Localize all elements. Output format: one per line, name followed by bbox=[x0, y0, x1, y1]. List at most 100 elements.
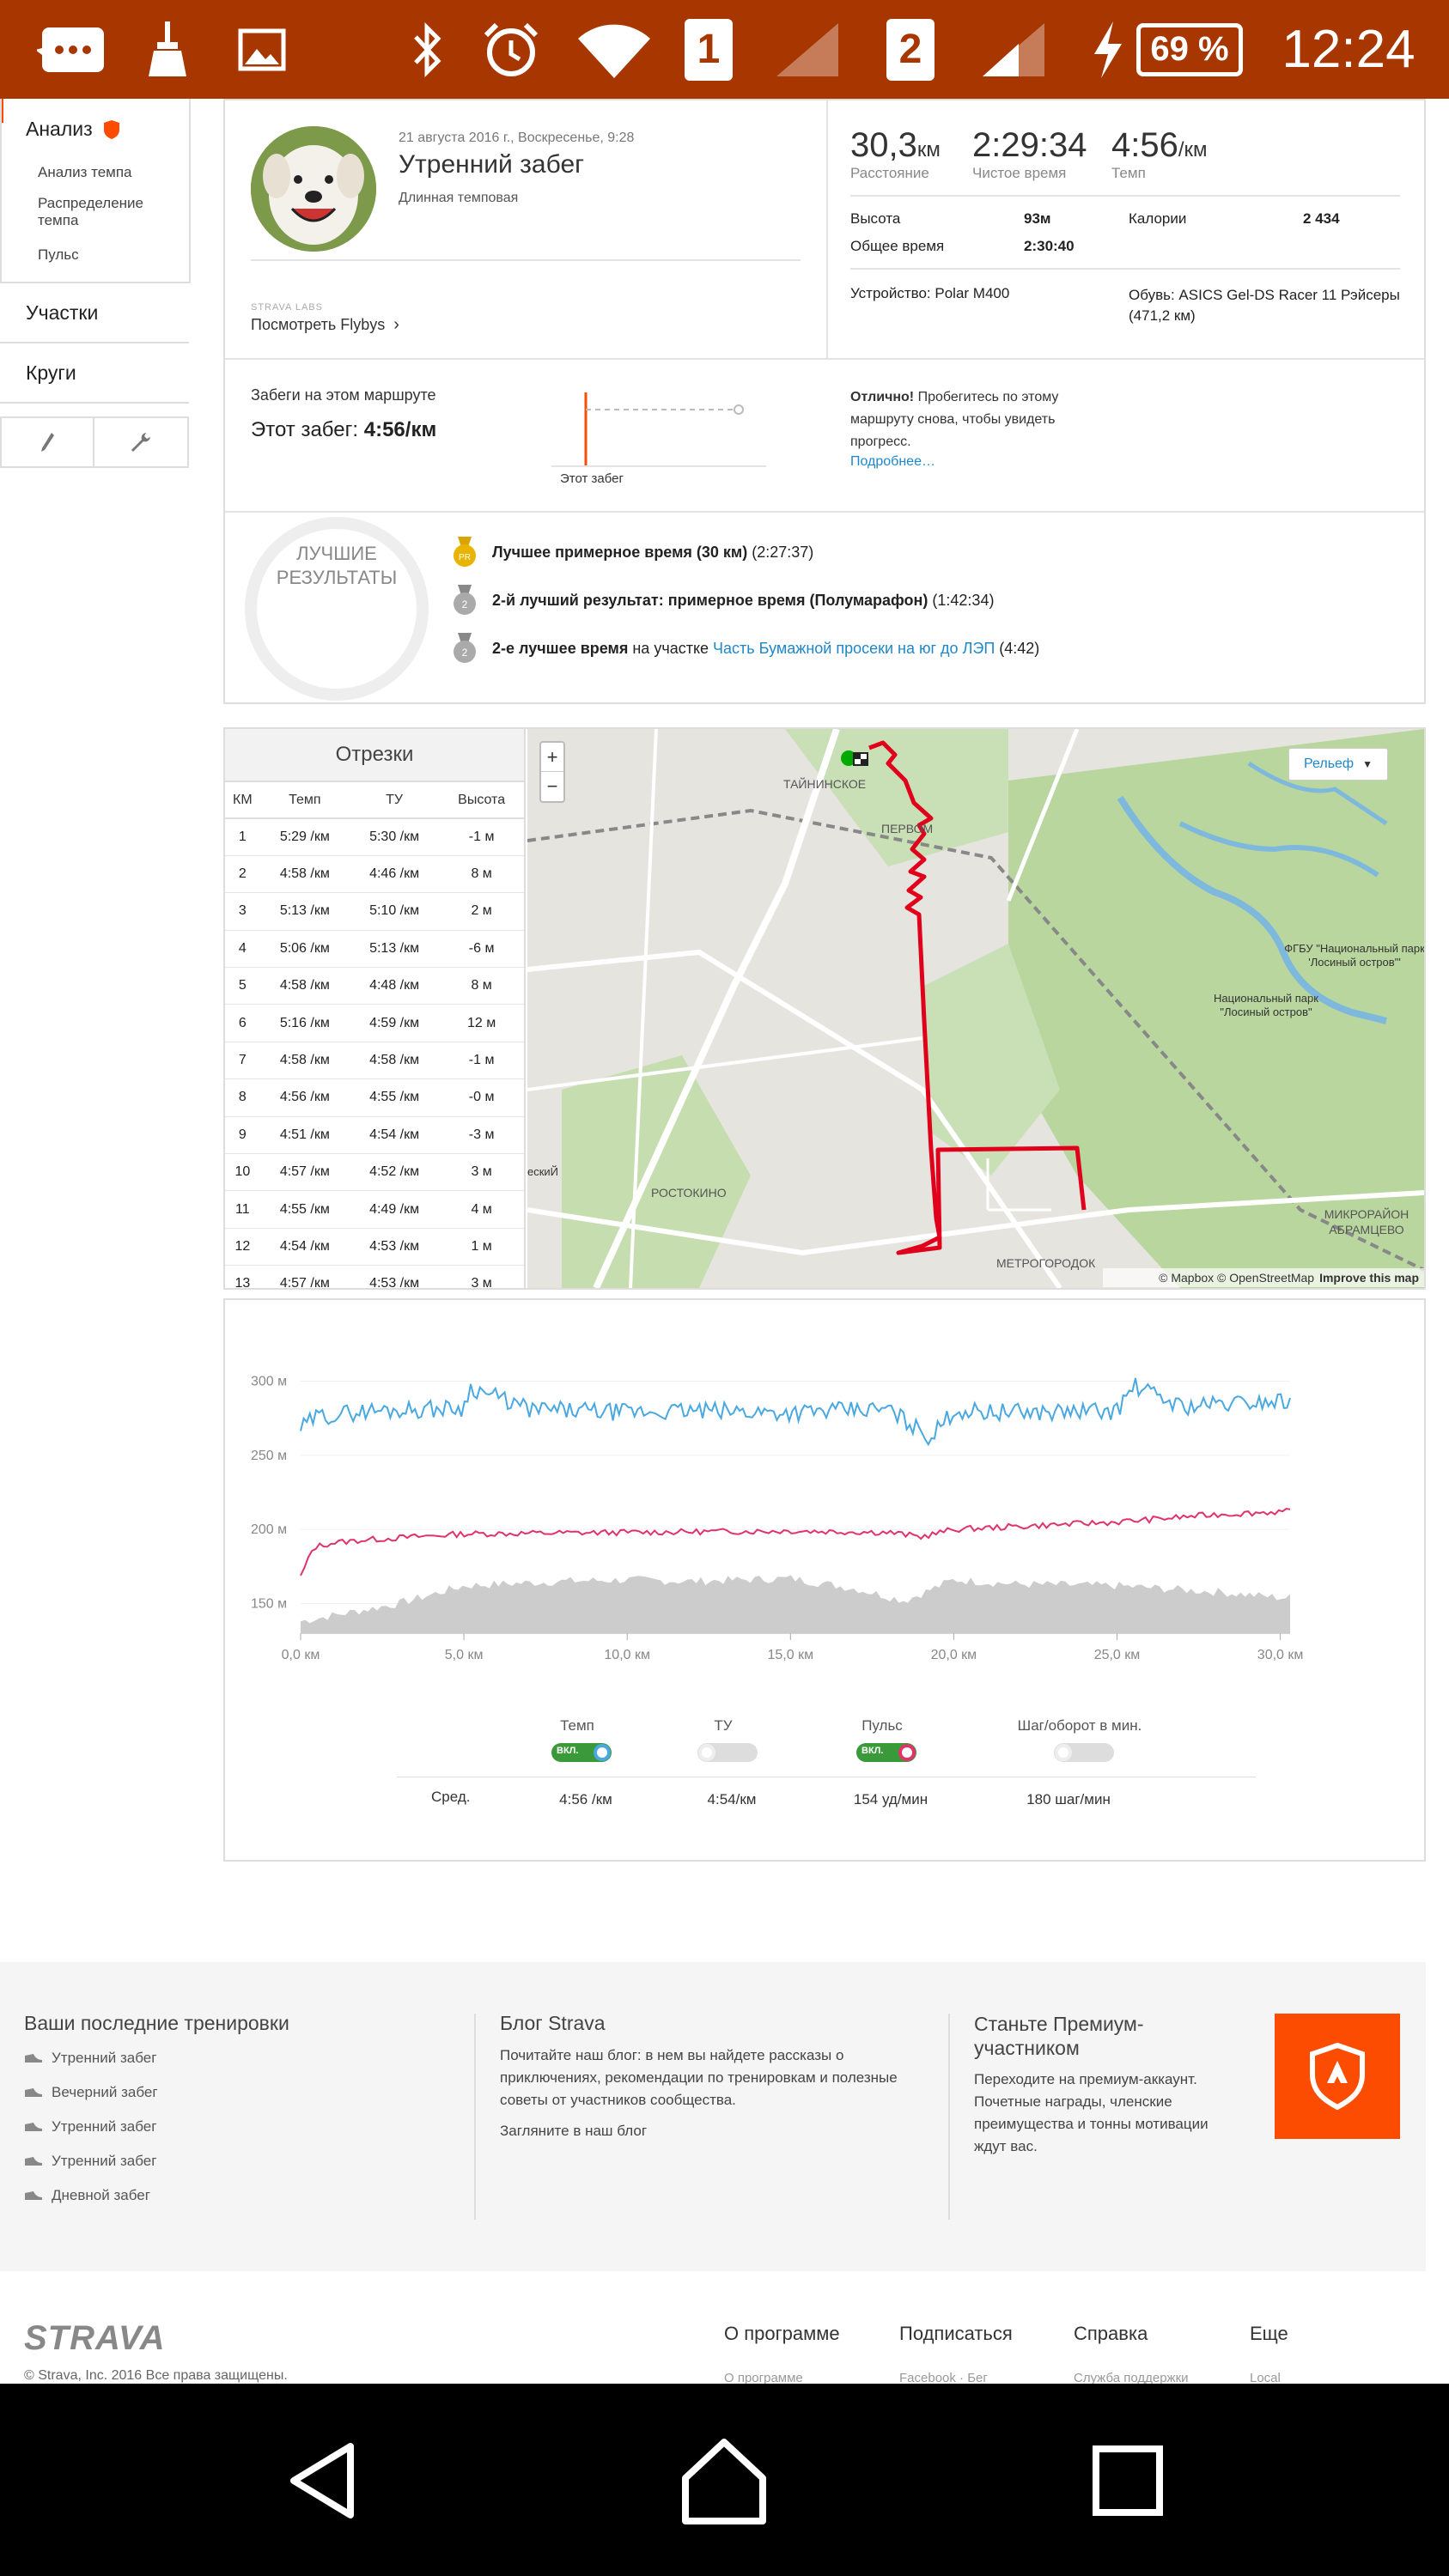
footer: Ваши последние тренировки Утренний забег… bbox=[0, 1962, 1426, 2271]
splits-header-cell: Высота bbox=[439, 782, 524, 819]
map-style-dropdown[interactable]: Рельеф ▼ bbox=[1288, 748, 1388, 781]
best-item-3-time: (4:42) bbox=[995, 639, 1040, 657]
table-cell: 4:58 /км bbox=[259, 855, 350, 894]
table-row[interactable]: 11 4:55 /км 4:49 /км 4 м bbox=[225, 1190, 524, 1229]
footer-sublink[interactable]: Facebook · Бег bbox=[899, 2371, 988, 2384]
premium-badge[interactable] bbox=[1275, 2014, 1400, 2139]
actions-button[interactable] bbox=[94, 418, 187, 466]
attribution-text[interactable]: © Mapbox © OpenStreetMap bbox=[1159, 1271, 1315, 1285]
sidebar-item-laps[interactable]: Круги bbox=[0, 343, 189, 404]
avatar[interactable] bbox=[251, 126, 376, 252]
analysis-label: Анализ bbox=[26, 118, 93, 140]
route-map[interactable]: + − Рельеф ▼ ТАЙНИНСКОЕ ПЕРВОМ ФГБУ "Нац… bbox=[527, 729, 1424, 1288]
recent-workout-link[interactable]: Утренний забег bbox=[24, 2041, 158, 2075]
zoom-out-button[interactable]: − bbox=[546, 775, 558, 797]
silver-medal-icon: 2 bbox=[454, 585, 476, 615]
table-row[interactable]: 2 4:58 /км 4:46 /км 8 м bbox=[225, 855, 524, 894]
segment-link[interactable]: Часть Бумажной просеки на юг до ЛЭП bbox=[713, 639, 995, 657]
sidebar-item-heartrate[interactable]: Пульс bbox=[38, 246, 79, 263]
table-cell: 5:10 /км bbox=[349, 892, 440, 931]
flybys-link[interactable]: Посмотреть Flybys › bbox=[251, 315, 399, 335]
map-label: ескиЙ bbox=[527, 1165, 559, 1178]
table-row[interactable]: 7 4:58 /км 4:58 /км -1 м bbox=[225, 1042, 524, 1080]
recent-workout-link[interactable]: Утренний забег bbox=[24, 2110, 158, 2144]
legend-toggle[interactable]: ВКЛ. bbox=[856, 1743, 916, 1762]
legend-toggle[interactable] bbox=[1054, 1743, 1114, 1762]
table-cell: 12 м bbox=[439, 1004, 524, 1042]
chevron-right-icon: › bbox=[393, 315, 399, 334]
table-cell: 4:58 /км bbox=[259, 1042, 350, 1080]
table-cell: 4:56 /км bbox=[259, 1078, 350, 1117]
x-tick-label: 25,0 км bbox=[1094, 1648, 1141, 1662]
table-cell: 4:53 /км bbox=[349, 1228, 440, 1267]
divider bbox=[225, 511, 1424, 513]
table-row[interactable]: 10 4:57 /км 4:52 /км 3 м bbox=[225, 1153, 524, 1192]
copyright: © Strava, Inc. 2016 Все права защищены. bbox=[24, 2368, 288, 2383]
table-cell: 4:53 /км bbox=[349, 1265, 440, 1288]
blog-link[interactable]: Загляните в наш блог bbox=[500, 2123, 648, 2139]
legend-toggle[interactable]: ВКЛ. bbox=[551, 1743, 612, 1762]
sidebar-item-segments[interactable]: Участки bbox=[0, 283, 189, 343]
table-row[interactable]: 9 4:51 /км 4:54 /км -3 м bbox=[225, 1116, 524, 1155]
silver-medal-icon: 2 bbox=[454, 633, 476, 663]
table-row[interactable]: 6 5:16 /км 4:59 /км 12 м bbox=[225, 1004, 524, 1042]
pace-unit: /км bbox=[1178, 138, 1208, 161]
legend-label: Темп bbox=[560, 1717, 594, 1734]
recents-button[interactable] bbox=[1072, 2425, 1184, 2537]
great-text: Пробегитесь по этому маршруту снова, что… bbox=[850, 390, 1059, 449]
table-row[interactable]: 8 4:56 /км 4:55 /км -0 м bbox=[225, 1078, 524, 1117]
toggle-state: ВКЛ. bbox=[861, 1746, 884, 1756]
shoe-icon bbox=[25, 2191, 42, 2200]
svg-text:2: 2 bbox=[462, 647, 468, 659]
sidebar-item-pace-analysis[interactable]: Анализ темпа bbox=[38, 164, 132, 180]
footer-link-follow[interactable]: Подписаться bbox=[899, 2323, 1013, 2344]
splits-map-panel: Отрезки КМ Темп ТУ Высота 1 5:29 /км 5:30 /км… bbox=[223, 727, 1426, 1290]
map-style-label: Рельеф bbox=[1304, 756, 1355, 771]
x-tick-label: 30,0 км bbox=[1257, 1648, 1304, 1662]
footer-sublink[interactable]: Служба поддержки bbox=[1074, 2371, 1189, 2384]
footer-link-about[interactable]: О программе bbox=[724, 2323, 840, 2344]
table-cell: 4:48 /км bbox=[349, 967, 440, 1005]
edit-button[interactable] bbox=[2, 418, 95, 466]
legend-toggle[interactable] bbox=[697, 1743, 758, 1762]
route-heading: Забеги на этом маршруте bbox=[251, 386, 436, 404]
footer-link-help[interactable]: Справка bbox=[1074, 2323, 1148, 2344]
more-link[interactable]: Подробнее… bbox=[850, 454, 935, 469]
finish-flag-icon bbox=[853, 752, 868, 766]
divider bbox=[850, 268, 1400, 270]
activity-subtitle: Длинная темповая bbox=[399, 191, 519, 205]
pace-line bbox=[300, 1377, 1291, 1447]
recent-workout-link[interactable]: Утренний забег bbox=[24, 2144, 158, 2178]
avg-gap: 4:54/км bbox=[707, 1791, 757, 1807]
footer-sublink[interactable]: Local bbox=[1250, 2371, 1281, 2384]
table-row[interactable]: 5 4:58 /км 4:48 /км 8 м bbox=[225, 967, 524, 1005]
analysis-chart[interactable]: 300 м 250 м 200 м 150 м 0,0 км 5,0 км 10,0 км 1… bbox=[225, 1300, 1424, 1695]
map-label: ФГБУ "Национальный парк 'Лосиный остров'… bbox=[1284, 942, 1424, 969]
table-row[interactable]: 1 5:29 /км 5:30 /км -1 м bbox=[225, 818, 524, 856]
back-button[interactable] bbox=[269, 2425, 381, 2537]
home-button[interactable] bbox=[668, 2425, 780, 2537]
table-cell: 11 bbox=[225, 1190, 260, 1229]
table-row[interactable]: 4 5:06 /км 5:13 /км -6 м bbox=[225, 930, 524, 969]
sidebar-item-analysis[interactable]: Анализ bbox=[26, 118, 120, 141]
sidebar-item-pace-distribution[interactable]: Распределение темпа bbox=[38, 195, 143, 228]
route-line bbox=[868, 740, 1087, 1255]
strava-logo[interactable]: STRAVA bbox=[24, 2319, 166, 2357]
table-cell: 4:54 /км bbox=[259, 1228, 350, 1267]
y-tick-label: 200 м bbox=[251, 1522, 287, 1537]
table-row[interactable]: 12 4:54 /км 4:53 /км 1 м bbox=[225, 1228, 524, 1267]
pace-value: 4:56 bbox=[1111, 126, 1178, 164]
recent-workout-link[interactable]: Вечерний забег bbox=[24, 2075, 158, 2110]
elevation-label: Высота bbox=[850, 210, 901, 227]
footer-link-more[interactable]: Еще bbox=[1250, 2323, 1288, 2344]
table-row[interactable]: 3 5:13 /км 5:10 /км 2 м bbox=[225, 892, 524, 931]
avg-heartrate: 154 уд/мин bbox=[853, 1791, 928, 1807]
recent-workout-link[interactable]: Дневной забег bbox=[24, 2178, 158, 2213]
footer-sublink[interactable]: О программе bbox=[724, 2371, 803, 2384]
table-row[interactable]: 13 4:57 /км 4:53 /км 3 м bbox=[225, 1265, 524, 1288]
table-cell: 4:57 /км bbox=[259, 1153, 350, 1192]
improve-map-link[interactable]: Improve this map bbox=[1319, 1271, 1419, 1285]
zoom-in-button[interactable]: + bbox=[541, 743, 563, 772]
map-label: МЕТРОГОРОДОК bbox=[996, 1256, 1096, 1270]
avg-pace: 4:56 /км bbox=[559, 1791, 612, 1807]
